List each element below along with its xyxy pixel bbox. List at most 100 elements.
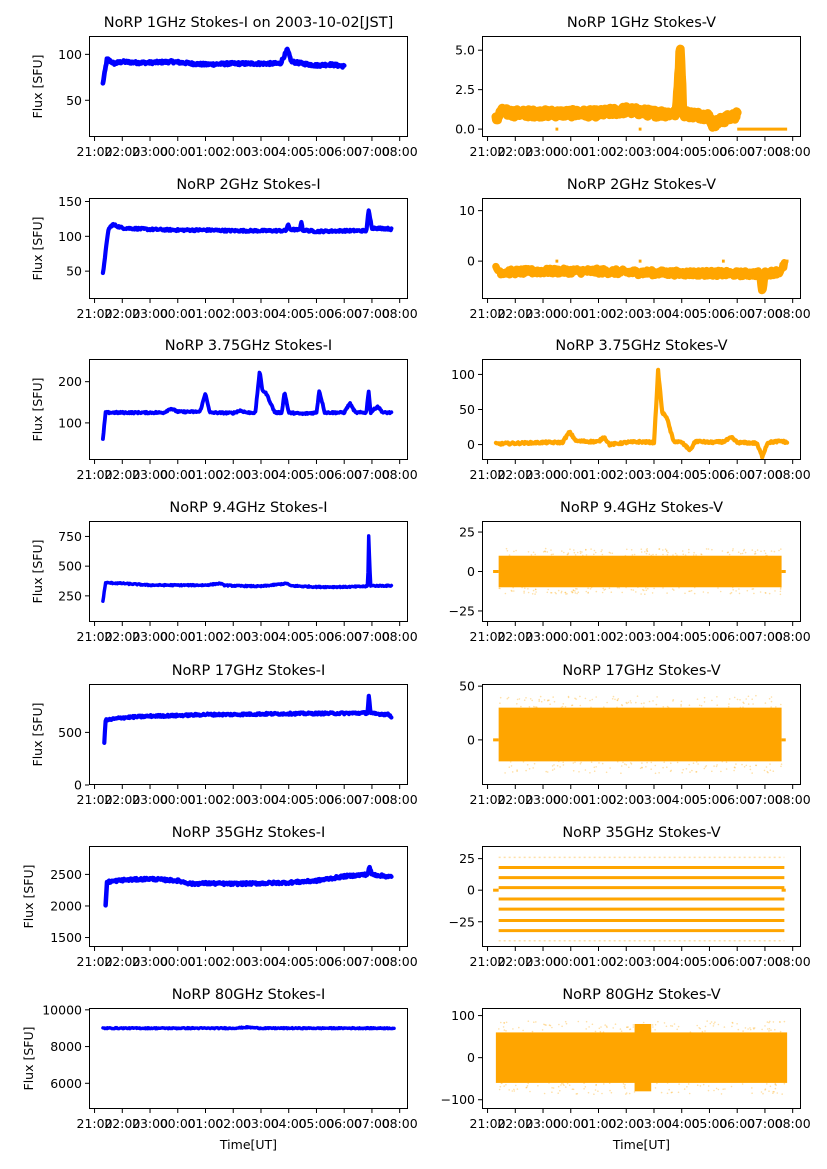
- outlier-point: [645, 766, 647, 768]
- outlier-point: [637, 1085, 640, 1088]
- outlier-point: [749, 768, 752, 771]
- outlier-point: [668, 1088, 670, 1091]
- outlier-point: [550, 553, 553, 556]
- x-tick-label: 05:00: [691, 1116, 727, 1131]
- outlier-point: [709, 1022, 712, 1025]
- axes-frame: [482, 359, 801, 460]
- x-tick-label: 01:00: [580, 467, 616, 482]
- outlier-point: [566, 1082, 569, 1085]
- x-tick-label: 08:00: [382, 467, 418, 482]
- outlier-point: [763, 769, 766, 772]
- outlier-point: [582, 554, 584, 557]
- outlier-point: [733, 696, 736, 699]
- outlier-point: [631, 554, 634, 556]
- outlier-point: [678, 586, 680, 589]
- x-tick-label: 21:00: [470, 954, 506, 969]
- outlier-point: [601, 549, 603, 551]
- outlier-point: [603, 1083, 605, 1085]
- plot-area: [493, 694, 786, 775]
- outlier-point: [625, 764, 628, 766]
- outlier-point: [604, 1024, 606, 1026]
- outlier-point: [513, 550, 515, 553]
- outlier-point: [529, 698, 532, 700]
- outlier-point: [774, 590, 776, 592]
- outlier-point: [652, 700, 654, 702]
- outlier-point: [783, 1082, 786, 1085]
- y-tick-label: 2000: [50, 898, 82, 913]
- outlier-point: [505, 1030, 507, 1032]
- x-tick-label: 05:00: [298, 1116, 334, 1131]
- outlier-point: [520, 705, 522, 708]
- outlier-point: [689, 1031, 692, 1033]
- x-tick-label: 05:00: [298, 144, 334, 159]
- outlier-point: [593, 549, 596, 552]
- outlier-point: [598, 1027, 601, 1030]
- y-tick-label: 0: [467, 732, 475, 747]
- x-tick-label: 03:00: [636, 467, 672, 482]
- outlier-point: [735, 763, 737, 765]
- x-tick-label: 01:00: [580, 144, 616, 159]
- outlier-point: [553, 764, 555, 766]
- outlier-point: [547, 700, 549, 702]
- outlier-point: [641, 766, 643, 769]
- outlier-point: [591, 698, 594, 701]
- outlier-point: [505, 1083, 507, 1086]
- x-tick-label: 01:00: [580, 306, 616, 321]
- outlier-point: [626, 1026, 628, 1029]
- plot-area: [101, 534, 394, 603]
- outlier-point: [780, 763, 783, 765]
- outlier-point: [766, 770, 769, 773]
- outlier-point: [755, 694, 757, 697]
- outlier-point: [552, 1087, 555, 1089]
- outlier-point: [670, 762, 672, 764]
- x-tick-label: 01:00: [187, 467, 223, 482]
- outlier-point: [665, 550, 668, 552]
- x-tick-label: 07:00: [354, 1116, 390, 1131]
- outlier-point: [731, 549, 734, 552]
- outlier-point: [713, 765, 715, 767]
- outlier-point: [666, 705, 669, 708]
- outlier-point: [516, 769, 518, 771]
- outlier-point: [576, 551, 579, 554]
- outlier-point: [604, 588, 607, 591]
- outlier-point: [662, 706, 665, 708]
- x-tick-label: 08:00: [382, 792, 418, 807]
- outlier-point: [690, 589, 693, 592]
- outlier-point: [585, 548, 587, 551]
- outlier-point: [734, 766, 736, 769]
- x-tick-label: 08:00: [775, 306, 811, 321]
- x-tick-label: 21:00: [470, 144, 506, 159]
- panel-1ghz-i: 50 100 21:0022:0023:0000:0001:0002:0003:00…: [30, 15, 418, 159]
- x-tick-label: 06:00: [326, 467, 362, 482]
- outlier-point: [511, 1090, 514, 1092]
- outlier-point: [753, 1028, 755, 1030]
- x-tick-label: 02:00: [215, 467, 251, 482]
- outlier-point: [602, 587, 604, 590]
- outlier-point: [633, 553, 636, 556]
- outlier-point: [597, 1090, 599, 1092]
- outlier-point: [764, 1089, 766, 1091]
- outlier-point: [700, 553, 702, 555]
- outlier-point: [772, 1092, 774, 1094]
- outlier-point: [566, 593, 568, 595]
- outlier-point: [772, 1021, 775, 1023]
- y-tick-label: 50: [66, 93, 82, 108]
- outlier-point: [621, 704, 623, 706]
- y-tick-label: 0: [467, 564, 475, 579]
- outlier-point: [654, 772, 657, 775]
- outlier-point: [779, 1021, 781, 1023]
- outlier-point: [703, 701, 706, 703]
- outlier-point: [575, 1093, 578, 1095]
- outlier-point: [667, 706, 670, 709]
- x-tick-label: 23:00: [132, 792, 168, 807]
- y-tick-label: 100: [58, 229, 82, 244]
- x-tick-label: 08:00: [775, 467, 811, 482]
- x-tick-label: 04:00: [664, 954, 700, 969]
- x-tick-label: 04:00: [271, 1116, 307, 1131]
- x-tick-label: 08:00: [382, 306, 418, 321]
- outlier-point: [776, 1092, 779, 1094]
- outlier-point: [567, 553, 569, 555]
- x-tick-label: 02:00: [215, 792, 251, 807]
- panel-1ghz-v: 0.02.55.021:0022:0023:0000:0001:0002:000…: [455, 15, 811, 159]
- outlier-point: [564, 706, 567, 708]
